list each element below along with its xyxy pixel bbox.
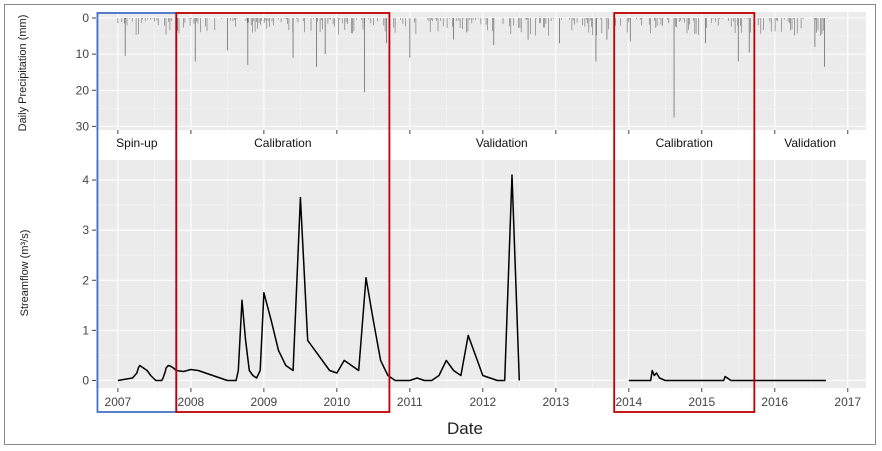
precip-panel-bg [96, 12, 866, 130]
x-tick-label: 2009 [251, 395, 278, 409]
period-boxes [96, 12, 756, 413]
x-tick-label: 2008 [178, 395, 205, 409]
x-axis: 2007 2008 2009 2010 2011 2012 2013 2014 2015 2016… [105, 130, 861, 409]
x-tick-label: 2015 [688, 395, 715, 409]
x-tick-label: 2017 [834, 395, 861, 409]
precip-y-label: Daily Precipitation (mm) [17, 15, 29, 132]
flow-y-label: Streamflow (m³/s) [19, 230, 31, 317]
period-box [613, 12, 756, 413]
x-axis-label: Date [447, 419, 483, 438]
flow-y-tick-label: 4 [82, 173, 89, 187]
flow-panel-bg [96, 160, 866, 388]
x-tick-label: 2012 [469, 395, 496, 409]
streamflow-series-line [628, 369, 826, 382]
streamflow-series-line [117, 174, 521, 382]
x-tick-label: 2013 [542, 395, 569, 409]
precip-bars [117, 18, 828, 118]
period-label: Validation [784, 136, 836, 150]
flow-lines [117, 174, 826, 382]
precip-y-tick-label: 10 [76, 47, 90, 61]
x-tick-label: 2007 [105, 395, 132, 409]
x-tick-label: 2016 [761, 395, 788, 409]
x-tick-label: 2014 [615, 395, 642, 409]
period-label: Spin-up [116, 136, 158, 150]
period-labels: Spin-up Calibration Validation Calibration V… [116, 136, 836, 150]
flow-y-tick-label: 1 [82, 323, 89, 337]
x-tick-label: 2010 [324, 395, 351, 409]
precip-y-tick-label: 0 [82, 11, 89, 25]
flow-y-tick-label: 0 [82, 373, 89, 387]
precip-y-tick-label: 30 [76, 119, 90, 133]
flow-y-tick-label: 3 [82, 223, 89, 237]
flow-y-tick-label: 2 [82, 273, 89, 287]
period-box [175, 12, 391, 413]
period-label: Calibration [656, 136, 713, 150]
precip-y-axis: 0 10 20 30 [76, 11, 96, 133]
x-tick-label: 2011 [397, 395, 423, 409]
precip-y-tick-label: 20 [76, 83, 90, 97]
flow-y-axis: 0 1 2 3 4 [82, 173, 96, 387]
period-label: Calibration [254, 136, 311, 150]
period-label: Validation [476, 136, 528, 150]
